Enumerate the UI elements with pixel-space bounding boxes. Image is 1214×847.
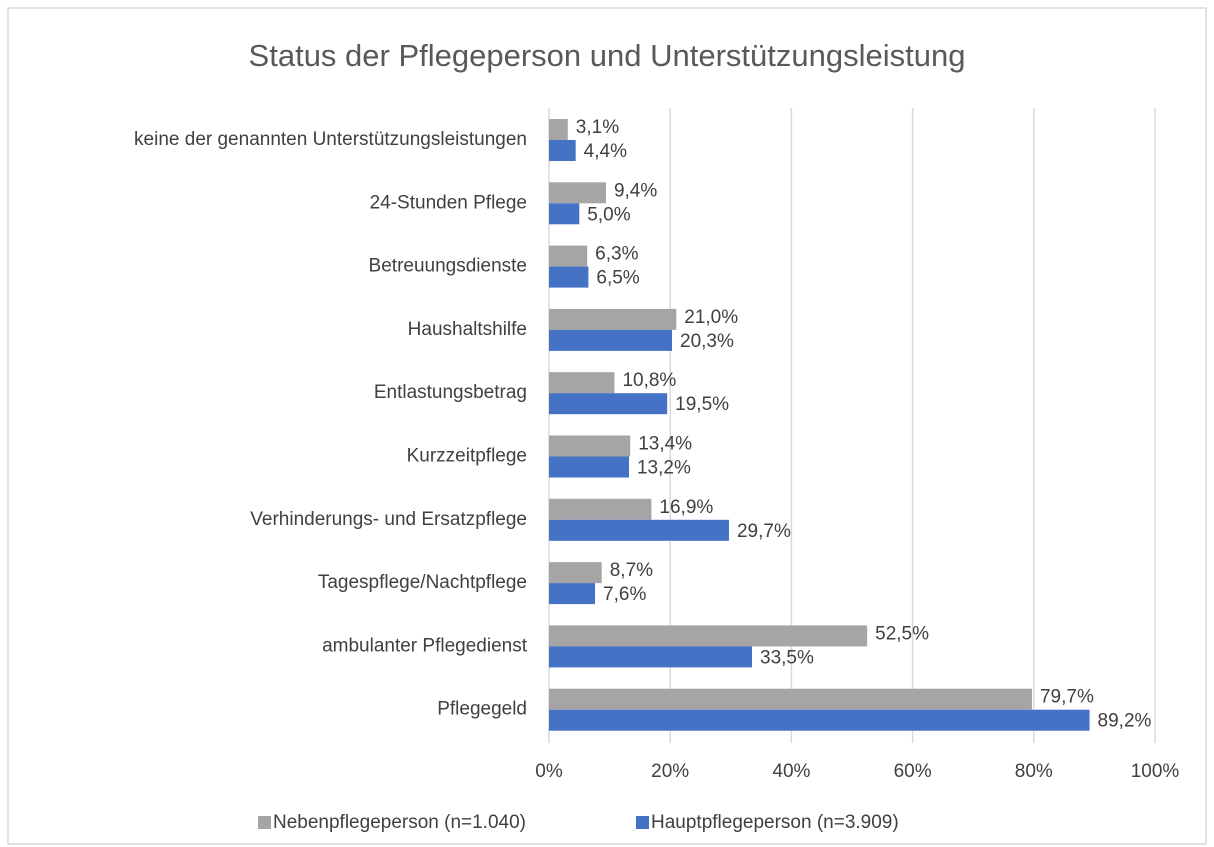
bar [549,435,631,457]
data-label: 6,3% [595,244,638,265]
bar [549,308,677,330]
data-label: 5,0% [587,204,630,225]
y-tick-label: Kurzzeitpflege [407,446,527,467]
bar [549,203,580,225]
data-label: 13,2% [637,458,691,479]
y-tick-label: 24-Stunden Pflege [370,192,527,213]
bar [549,182,606,204]
data-label: 4,4% [584,141,627,162]
data-label: 6,5% [596,268,639,289]
data-label: 33,5% [760,647,814,668]
y-tick-label: Tagespflege/Nachtpflege [318,572,527,593]
x-tick-label: 100% [1131,761,1180,782]
legend-swatch [258,816,271,829]
bar [549,119,568,140]
legend-label: Hauptpflegeperson (n=3.909) [651,812,899,833]
bar [549,393,668,415]
y-tick-label: Entlastungsbetrag [374,382,527,403]
legend-swatch [636,816,649,829]
bar [549,456,629,478]
bar [549,245,588,267]
y-tick-label: Pflegegeld [437,699,527,720]
data-label: 21,0% [684,307,738,328]
bar [549,266,589,288]
chart-title: Status der Pflegeperson und Unterstützun… [249,38,966,73]
data-label: 7,6% [603,584,646,605]
data-label: 10,8% [622,370,676,391]
y-tick-label: Verhinderungs- und Ersatzpflege [250,509,527,530]
legend-label: Nebenpflegeperson (n=1.040) [273,812,526,833]
data-label: 3,1% [576,117,619,138]
y-tick-label: ambulanter Pflegedienst [322,635,528,656]
x-tick-label: 20% [651,761,689,782]
data-label: 13,4% [638,434,692,455]
y-tick-label: keine der genannten Unterstützungsleistu… [134,129,527,150]
bar [549,646,753,668]
data-label: 79,7% [1040,687,1094,708]
bar [549,498,652,520]
data-label: 29,7% [737,521,791,542]
bar [549,688,1032,710]
data-label: 9,4% [614,180,657,201]
data-label: 52,5% [875,623,929,644]
data-label: 19,5% [675,394,729,415]
data-label: 89,2% [1098,711,1152,732]
x-tick-label: 0% [535,761,563,782]
data-label: 8,7% [610,560,653,581]
bar [549,329,673,351]
data-label: 20,3% [680,331,734,352]
y-tick-label: Betreuungsdienste [369,256,527,277]
x-tick-label: 60% [894,761,932,782]
x-tick-label: 80% [1015,761,1053,782]
y-tick-label: Haushaltshilfe [408,319,527,340]
bar [549,140,576,161]
x-tick-label: 40% [772,761,810,782]
bar [549,372,615,394]
data-label: 16,9% [659,497,713,518]
bar [549,625,868,647]
bar [549,583,596,605]
bar [549,709,1090,731]
bar [549,519,729,541]
bar [549,562,602,584]
